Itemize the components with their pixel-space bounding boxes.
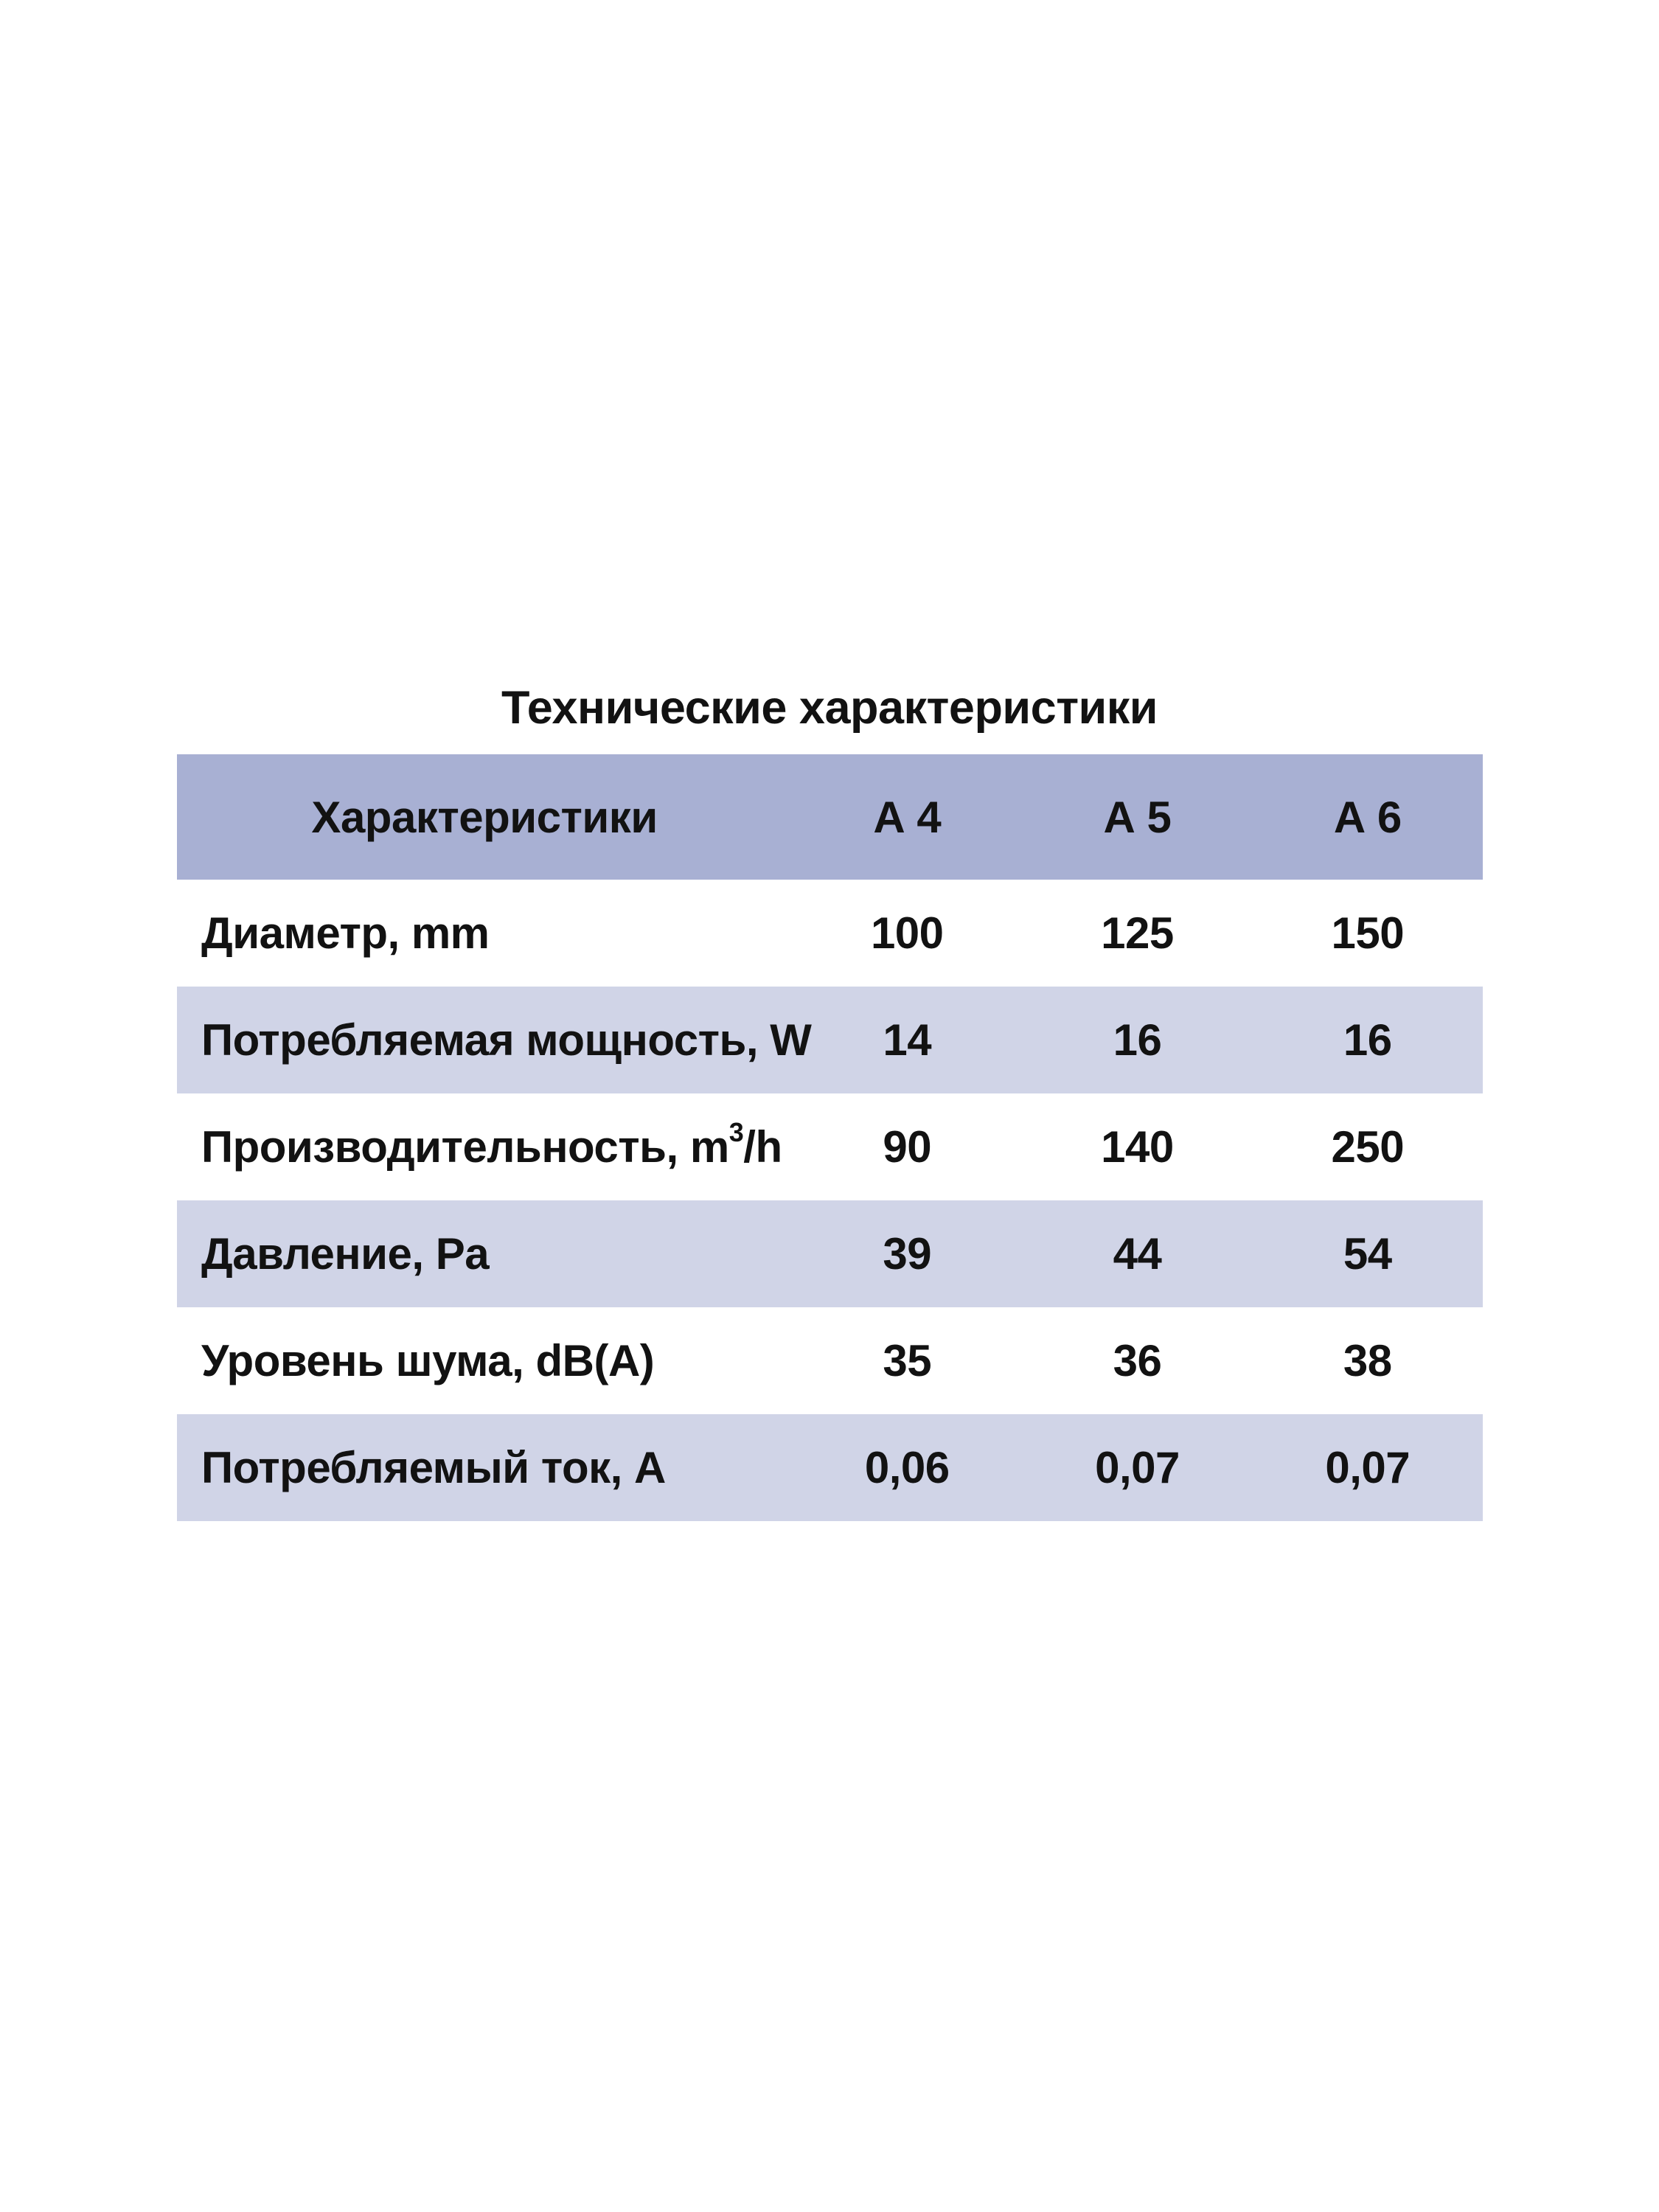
cell-value: 0,06 <box>864 1443 950 1492</box>
header-characteristics: Характеристики <box>311 792 658 842</box>
cell-value: 0,07 <box>1095 1443 1180 1492</box>
page-title: Технические характеристики <box>501 682 1158 734</box>
cell-value: 14 <box>883 1015 932 1065</box>
table-row-current: Потребляемый ток, А 0,06 0,07 0,07 <box>177 1414 1483 1521</box>
cell-value: 150 <box>1331 908 1405 958</box>
cell-value: 44 <box>1113 1229 1162 1279</box>
table-row-airflow: Производительность, m 3/h 90 140 250 <box>177 1093 1483 1200</box>
table-row-pressure: Давление, Pa 39 44 54 <box>177 1200 1483 1307</box>
cell-value: 36 <box>1113 1336 1162 1385</box>
table-row-power: Потребляемая мощность, W 14 16 16 <box>177 987 1483 1093</box>
row-label: Давление, Pa <box>201 1229 490 1279</box>
row-label: Потребляемый ток, А <box>201 1443 666 1492</box>
header-col-a5: А 5 <box>1103 792 1172 842</box>
row-label: Потребляемая мощность, W <box>201 1015 812 1065</box>
table-header-row: Характеристики А 4 А 5 А 6 <box>177 754 1483 880</box>
header-col-a4: А 4 <box>873 792 942 842</box>
cell-value: 90 <box>883 1122 932 1172</box>
cell-value: 100 <box>870 908 944 958</box>
row-label: Диаметр, mm <box>201 908 490 958</box>
row-label: Уровень шума, dB(A) <box>201 1336 655 1385</box>
table-row-noise: Уровень шума, dB(A) 35 36 38 <box>177 1307 1483 1414</box>
cell-value: 35 <box>883 1336 932 1385</box>
cell-value: 125 <box>1101 908 1174 958</box>
cell-value: 0,07 <box>1325 1443 1411 1492</box>
label-prefix: Производительность, m <box>201 1122 729 1172</box>
cell-value: 54 <box>1343 1229 1392 1279</box>
row-label: Производительность, m 3/h <box>201 1116 782 1172</box>
specs-table: Характеристики А 4 А 5 А 6 Диаметр, mm 1… <box>177 754 1483 1521</box>
cell-value: 250 <box>1331 1122 1405 1172</box>
cell-value: 16 <box>1343 1015 1392 1065</box>
cell-value: 38 <box>1343 1336 1392 1385</box>
cell-value: 16 <box>1113 1015 1162 1065</box>
table-row-diameter: Диаметр, mm 100 125 150 <box>177 880 1483 987</box>
label-suffix: /h <box>743 1122 782 1172</box>
header-col-a6: А 6 <box>1333 792 1402 842</box>
cell-value: 39 <box>883 1229 932 1279</box>
cell-value: 140 <box>1101 1122 1174 1172</box>
